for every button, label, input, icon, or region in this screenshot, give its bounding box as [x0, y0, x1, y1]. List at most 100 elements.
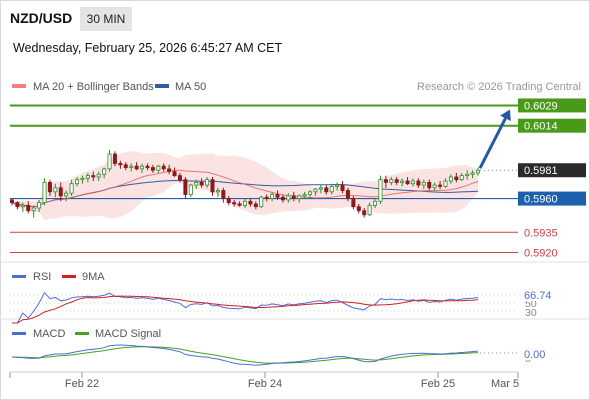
candle-body [318, 187, 323, 190]
rsi-tick-50: 50 [525, 298, 537, 310]
candle-body [394, 179, 399, 183]
macd-legend-swatch [12, 332, 26, 335]
candle-body [205, 179, 210, 186]
macd-signal-legend-label: MACD Signal [95, 328, 161, 340]
candle-body [134, 165, 139, 170]
last-price-label: 0.5981 [524, 165, 558, 177]
candle-body [118, 163, 123, 166]
rsi-tick-30: 30 [525, 307, 537, 319]
candle-body [356, 206, 361, 212]
macd-signal-line [11, 346, 479, 364]
candle-body [80, 177, 85, 181]
candle-body [221, 190, 226, 199]
candle-body [383, 179, 388, 183]
candle-body [150, 167, 155, 171]
candle-body [465, 173, 470, 177]
candle-body [215, 190, 220, 193]
macd-legend-label: MACD [33, 328, 65, 340]
price-labels-layer: 0.6029 0.6014 0.5981 0.5960 0.5935 0.5920 [518, 98, 586, 260]
candle-body [172, 171, 177, 177]
candle-body [362, 210, 367, 216]
macd-lines [11, 344, 479, 366]
candle-body [443, 180, 448, 187]
candle-body [253, 203, 258, 208]
x-tick-feb24: Feb 24 [248, 378, 282, 390]
candle-body [194, 181, 199, 186]
ma20-line [11, 169, 479, 208]
timeframe-badge[interactable]: 30 MIN [80, 7, 132, 31]
macd-value-bg [518, 347, 558, 360]
resistance-price-label: 0.6014 [524, 121, 558, 133]
candle-body [85, 175, 90, 179]
credit-label: Research © 2026 Trading Central [417, 81, 581, 93]
rsi-line [12, 291, 479, 324]
projection-layer [478, 109, 511, 169]
candle-body [345, 190, 350, 199]
symbol-title: NZD/USD [10, 10, 73, 26]
rsi-ma-legend-swatch [62, 275, 76, 278]
candle-body [9, 199, 14, 204]
candle-body [20, 204, 25, 208]
candle-body [47, 181, 52, 193]
resistance-price-tag [518, 118, 586, 133]
candle-body [280, 196, 285, 201]
candle-body [291, 195, 296, 199]
candle-body [264, 196, 269, 199]
macd-line [11, 344, 479, 366]
support-price-label: 0.5935 [524, 227, 558, 239]
candle-body [96, 173, 101, 178]
candle-body [297, 195, 302, 199]
candle-body [156, 165, 161, 171]
candle-body [232, 202, 237, 205]
candle-body [475, 169, 480, 174]
x-tick-feb25: Feb 25 [421, 378, 455, 390]
candle-body [367, 204, 372, 216]
pivot-price-tag [518, 191, 586, 206]
candle-body [389, 179, 394, 183]
candle-body [324, 187, 329, 193]
candle-body [64, 192, 69, 197]
candle-body [373, 200, 378, 206]
candle-body [248, 200, 253, 205]
rsi-ma-line [12, 295, 479, 324]
candle-body [378, 179, 383, 202]
rsi-value-bg [518, 288, 558, 301]
candle-body [308, 191, 313, 195]
candle-body [69, 183, 74, 194]
candle-body [183, 179, 188, 195]
ma50-legend-label: MA 50 [175, 81, 206, 93]
rsi-value: 66.74 [524, 290, 552, 302]
candle-body [53, 187, 58, 193]
support-price-label: 0.5920 [524, 248, 558, 260]
resistance-price-label: 0.6029 [524, 100, 558, 112]
candle-body [432, 184, 437, 189]
candle-body [102, 168, 107, 175]
candle-body [188, 184, 193, 195]
candle-body [58, 187, 63, 197]
candle-body [427, 181, 432, 189]
resistance-price-tag [518, 98, 586, 113]
candle-body [351, 198, 356, 208]
candle-body [140, 165, 145, 170]
candle-body [448, 176, 453, 182]
candle-body [410, 180, 415, 185]
candle-body [270, 194, 275, 199]
pivot-price-label: 0.5960 [524, 194, 558, 206]
rsi-lines [12, 291, 479, 324]
rsi-legend-swatch [12, 275, 26, 278]
candle-body [259, 196, 264, 208]
datetime-label: Wednesday, February 25, 2026 6:45:27 AM … [13, 41, 283, 55]
candle-body [123, 164, 128, 168]
candles-layer [9, 149, 480, 218]
candle-body [37, 202, 42, 209]
candle-body [416, 180, 421, 186]
candle-body [335, 184, 340, 187]
x-tick-mar5: Mar 5 [491, 378, 519, 390]
bollinger-band [12, 151, 478, 220]
candle-body [42, 181, 47, 204]
candle-body [129, 165, 134, 168]
candle-body [91, 175, 96, 178]
candle-body [438, 184, 443, 187]
candle-body [313, 188, 318, 193]
ma-layer [11, 169, 479, 208]
